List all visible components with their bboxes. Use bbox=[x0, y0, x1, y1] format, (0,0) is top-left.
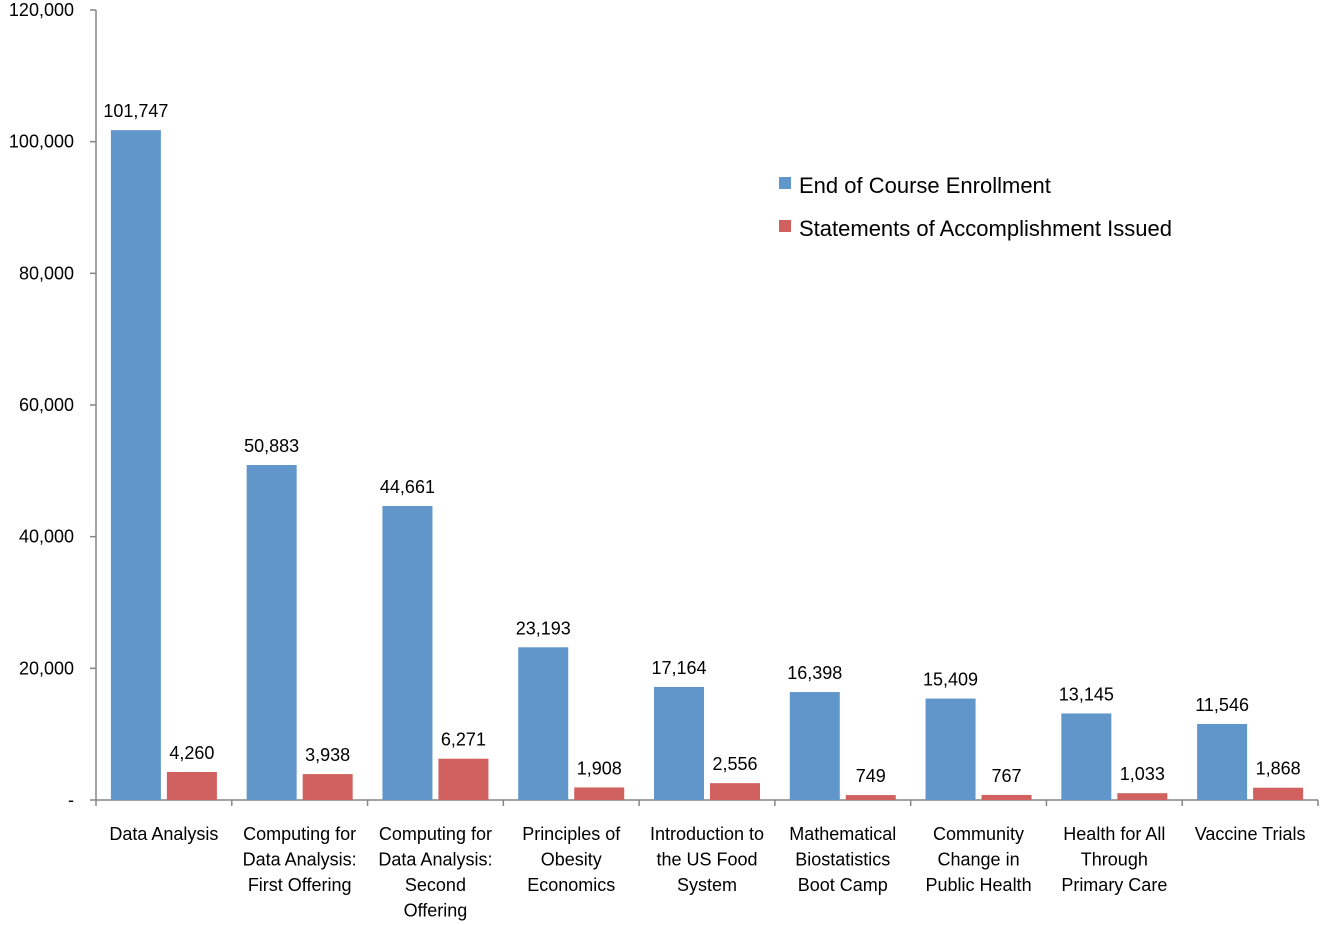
bar-statements bbox=[710, 783, 760, 800]
data-label-enrollment: 13,145 bbox=[1059, 684, 1114, 704]
x-category-label-line: Introduction to bbox=[650, 824, 764, 844]
data-label-statements: 2,556 bbox=[712, 754, 757, 774]
y-tick-label: 120,000 bbox=[9, 0, 74, 20]
bar-statements bbox=[574, 787, 625, 800]
x-category-label-line: Boot Camp bbox=[798, 875, 888, 895]
x-category-label-line: System bbox=[677, 875, 737, 895]
x-category-label: Computing for Data Analysis: Second Offerin… bbox=[378, 824, 492, 921]
bar-enrollment bbox=[1061, 713, 1112, 800]
x-category-label-line: Public Health bbox=[926, 875, 1032, 895]
x-category-label-line: Change in bbox=[938, 850, 1020, 870]
data-label-enrollment: 50,883 bbox=[244, 436, 299, 456]
data-label-enrollment: 15,409 bbox=[923, 670, 978, 690]
legend-label-statements: Statements of Accomplishment Issued bbox=[799, 216, 1172, 241]
chart-bars bbox=[110, 130, 1304, 800]
bar-enrollment bbox=[789, 692, 840, 800]
x-category-label: Introduction to the US Food System bbox=[650, 824, 764, 895]
x-category-label-line: First Offering bbox=[248, 875, 352, 895]
x-category-label: Vaccine Trials bbox=[1195, 824, 1306, 844]
bar-enrollment bbox=[654, 687, 704, 800]
data-label-enrollment: 23,193 bbox=[516, 618, 571, 638]
chart-category-labels: Data Analysis Computing for Data Analysis:… bbox=[109, 824, 1305, 921]
x-category-label-line: Offering bbox=[404, 901, 468, 921]
x-category-label-line: Through bbox=[1081, 850, 1148, 870]
data-label-statements: 749 bbox=[856, 766, 886, 786]
x-category-label-line: Data Analysis: bbox=[243, 850, 357, 870]
legend-label-enrollment: End of Course Enrollment bbox=[799, 173, 1051, 198]
chart-legend: End of Course Enrollment Statements of Ac… bbox=[779, 173, 1172, 241]
bar-statements bbox=[438, 758, 489, 800]
x-category-label-line: Biostatistics bbox=[795, 850, 890, 870]
bar-enrollment bbox=[518, 647, 569, 800]
bar-statements bbox=[166, 771, 217, 800]
x-category-label-line: Principles of bbox=[522, 824, 621, 844]
y-tick-label: 80,000 bbox=[19, 263, 74, 283]
data-label-enrollment: 44,661 bbox=[380, 477, 435, 497]
bar-enrollment bbox=[1197, 723, 1248, 800]
x-category-label-line: Health for All bbox=[1063, 824, 1165, 844]
bar-statements bbox=[302, 774, 353, 800]
x-category-label-line: Economics bbox=[527, 875, 615, 895]
data-label-statements: 767 bbox=[992, 766, 1022, 786]
data-label-enrollment: 16,398 bbox=[787, 663, 842, 683]
bar-enrollment bbox=[382, 505, 433, 800]
data-label-statements: 1,033 bbox=[1120, 764, 1165, 784]
x-category-label-line: Computing for bbox=[243, 824, 356, 844]
x-category-label-line: Community bbox=[933, 824, 1024, 844]
chart-data-labels: 101,747 4,260 50,883 3,938 44,661 6,271 23,193… bbox=[103, 101, 1300, 786]
x-category-label-line: Second bbox=[405, 875, 466, 895]
bar-statements bbox=[981, 794, 1032, 800]
y-tick-label: - bbox=[68, 790, 74, 810]
x-category-label: Health for All Through Primary Care bbox=[1061, 824, 1167, 895]
data-label-enrollment: 11,546 bbox=[1195, 695, 1249, 715]
bar-statements bbox=[1253, 787, 1304, 800]
x-category-label: Computing for Data Analysis: First Offerin… bbox=[243, 824, 357, 895]
x-category-label-line: Primary Care bbox=[1061, 875, 1167, 895]
bar-enrollment bbox=[246, 465, 297, 800]
bar-enrollment bbox=[925, 698, 976, 800]
x-category-label-line: Obesity bbox=[541, 850, 602, 870]
x-category-label-line: Vaccine Trials bbox=[1195, 824, 1306, 844]
data-label-statements: 6,271 bbox=[441, 730, 486, 750]
bar-statements bbox=[845, 795, 896, 800]
x-category-label: Data Analysis bbox=[109, 824, 218, 844]
legend-swatch-enrollment bbox=[779, 177, 791, 189]
data-label-statements: 4,260 bbox=[169, 743, 214, 763]
x-category-label-line: Computing for bbox=[379, 824, 492, 844]
y-tick-label: 60,000 bbox=[19, 395, 74, 415]
data-label-statements: 1,908 bbox=[577, 758, 622, 778]
data-label-enrollment: 101,747 bbox=[103, 101, 168, 121]
x-category-label-line: Data Analysis bbox=[109, 824, 218, 844]
y-tick-label: 40,000 bbox=[19, 527, 74, 547]
bar-statements bbox=[1117, 793, 1168, 800]
x-category-label: Mathematical Biostatistics Boot Camp bbox=[789, 824, 896, 895]
bar-enrollment bbox=[110, 130, 161, 800]
y-tick-label: 100,000 bbox=[9, 132, 74, 152]
x-category-label-line: the US Food bbox=[656, 850, 757, 870]
x-category-label: Community Change in Public Health bbox=[926, 824, 1032, 895]
data-label-enrollment: 17,164 bbox=[651, 658, 706, 678]
x-category-label: Principles of Obesity Economics bbox=[522, 824, 621, 895]
data-label-statements: 1,868 bbox=[1256, 759, 1301, 779]
data-label-statements: 3,938 bbox=[305, 745, 350, 765]
x-category-label-line: Mathematical bbox=[789, 824, 896, 844]
legend-swatch-statements bbox=[779, 220, 791, 232]
chart-axes: - 20,000 40,000 60,000 80,000 100,000 120,000 bbox=[9, 0, 1319, 810]
y-tick-label: 20,000 bbox=[19, 658, 74, 678]
x-category-label-line: Data Analysis: bbox=[378, 850, 492, 870]
